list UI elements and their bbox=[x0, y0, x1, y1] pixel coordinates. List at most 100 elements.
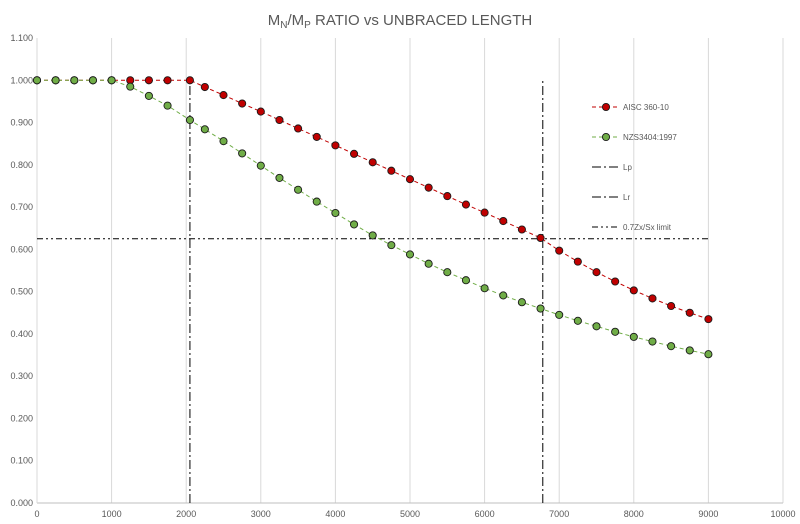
point-aisc-360-10-17 bbox=[349, 149, 359, 158]
legend-label-lr: Lr bbox=[623, 193, 630, 202]
legend-label-lp: Lp bbox=[623, 163, 632, 172]
point-aisc-360-10-23 bbox=[461, 200, 471, 209]
legend: AISC 360-10 NZS3404:1997 Lp Lr 0.7Zx/Sx limi… bbox=[592, 102, 677, 232]
legend-marker-nzs3404-1997 bbox=[601, 132, 611, 142]
title-slash-m: /M bbox=[287, 12, 304, 29]
point-nzs3404-1997-8 bbox=[185, 115, 194, 125]
point-nzs3404-1997-4 bbox=[107, 76, 116, 85]
series-line-nzs3404-1997 bbox=[37, 79, 709, 355]
y-tick-0.700: 0.700 bbox=[10, 202, 33, 212]
title-rest: RATIO vs UNBRACED LENGTH bbox=[311, 12, 532, 29]
point-nzs3404-1997-16 bbox=[331, 208, 340, 218]
data-series bbox=[32, 76, 713, 359]
point-aisc-360-10-15 bbox=[312, 132, 321, 141]
y-tick-0.500: 0.500 bbox=[10, 287, 33, 297]
point-nzs3404-1997-31 bbox=[611, 327, 620, 336]
point-nzs3404-1997-15 bbox=[312, 197, 321, 206]
point-nzs3404-1997-6 bbox=[144, 91, 153, 100]
point-aisc-360-10-20 bbox=[405, 175, 415, 184]
point-aisc-360-10-30 bbox=[592, 268, 601, 277]
point-nzs3404-1997-25 bbox=[499, 291, 508, 300]
point-aisc-360-10-28 bbox=[555, 246, 564, 255]
point-nzs3404-1997-17 bbox=[349, 220, 359, 229]
y-tick-0.200: 0.200 bbox=[10, 413, 33, 423]
point-nzs3404-1997-34 bbox=[667, 342, 676, 351]
point-aisc-360-10-35 bbox=[685, 308, 694, 317]
x-tick-4000: 4000 bbox=[325, 509, 345, 519]
point-aisc-360-10-34 bbox=[667, 301, 676, 311]
x-tick-1000: 1000 bbox=[102, 509, 122, 519]
x-tick-9000: 9000 bbox=[698, 509, 718, 519]
point-nzs3404-1997-3 bbox=[88, 76, 97, 85]
point-aisc-360-10-33 bbox=[648, 294, 657, 303]
point-nzs3404-1997-9 bbox=[200, 125, 209, 134]
legend-label-nzs3404-1997: NZS3404:1997 bbox=[623, 133, 677, 142]
series-line-aisc-360-10 bbox=[37, 79, 709, 320]
point-nzs3404-1997-19 bbox=[387, 241, 396, 250]
x-tick-labels: 0 1000 2000 3000 4000 5000 6000 7000 8000 9000 100… bbox=[34, 509, 795, 519]
y-tick-1.000: 1.000 bbox=[10, 75, 33, 85]
point-nzs3404-1997-21 bbox=[424, 259, 433, 268]
point-aisc-360-10-25 bbox=[499, 216, 508, 226]
point-nzs3404-1997-33 bbox=[648, 337, 657, 346]
point-nzs3404-1997-14 bbox=[294, 185, 303, 194]
svg-text:MN/MP RATIO vs UNBRACED LENGTH: MN/MP RATIO vs UNBRACED LENGTH bbox=[268, 12, 533, 31]
point-nzs3404-1997-29 bbox=[573, 316, 582, 325]
point-nzs3404-1997-1 bbox=[51, 76, 60, 85]
point-nzs3404-1997-22 bbox=[443, 268, 452, 277]
point-aisc-360-10-16 bbox=[331, 141, 340, 150]
point-aisc-360-10-29 bbox=[573, 257, 582, 266]
y-tick-0.600: 0.600 bbox=[10, 244, 33, 254]
reference-lines bbox=[37, 80, 709, 503]
point-nzs3404-1997-32 bbox=[629, 332, 638, 341]
point-aisc-360-10-7 bbox=[163, 76, 172, 85]
point-aisc-360-10-27 bbox=[536, 233, 545, 242]
y-tick-0.100: 0.100 bbox=[10, 456, 33, 466]
point-aisc-360-10-6 bbox=[144, 76, 153, 85]
y-tick-0.400: 0.400 bbox=[10, 329, 33, 339]
x-axis bbox=[36, 38, 783, 504]
point-nzs3404-1997-26 bbox=[517, 298, 526, 307]
point-aisc-360-10-13 bbox=[275, 115, 284, 125]
title-sub-n: N bbox=[280, 20, 287, 31]
point-aisc-360-10-26 bbox=[517, 225, 526, 234]
point-nzs3404-1997-11 bbox=[238, 149, 247, 158]
y-tick-1.100: 1.100 bbox=[10, 33, 33, 43]
point-aisc-360-10-36 bbox=[704, 315, 713, 324]
y-tick-labels: 0.000 0.100 0.200 0.300 0.400 0.500 0.600 0.700… bbox=[10, 33, 33, 508]
point-aisc-360-10-14 bbox=[294, 124, 303, 133]
y-tick-0.900: 0.900 bbox=[10, 118, 33, 128]
legend-marker-aisc-360-10 bbox=[601, 102, 611, 112]
x-tick-6000: 6000 bbox=[475, 509, 495, 519]
x-tick-3000: 3000 bbox=[251, 509, 271, 519]
legend-label-0-7zx-sx-limit: 0.7Zx/Sx limit bbox=[623, 223, 672, 232]
x-tick-7000: 7000 bbox=[549, 509, 569, 519]
point-aisc-360-10-10 bbox=[219, 91, 228, 100]
point-nzs3404-1997-27 bbox=[536, 304, 545, 313]
point-nzs3404-1997-24 bbox=[480, 284, 489, 293]
point-aisc-360-10-18 bbox=[368, 158, 377, 167]
point-aisc-360-10-12 bbox=[256, 107, 265, 116]
title-m: M bbox=[268, 12, 281, 29]
y-tick-0.800: 0.800 bbox=[10, 160, 33, 170]
title-sub-p: P bbox=[304, 20, 311, 31]
point-nzs3404-1997-13 bbox=[275, 173, 284, 182]
point-nzs3404-1997-35 bbox=[685, 346, 694, 355]
point-aisc-360-10-22 bbox=[443, 192, 452, 201]
point-nzs3404-1997-36 bbox=[704, 350, 713, 359]
point-aisc-360-10-24 bbox=[480, 208, 489, 217]
point-nzs3404-1997-10 bbox=[219, 137, 228, 146]
point-nzs3404-1997-30 bbox=[592, 322, 601, 331]
point-aisc-360-10-21 bbox=[424, 183, 433, 192]
point-nzs3404-1997-28 bbox=[555, 310, 564, 319]
gridlines bbox=[111, 38, 784, 503]
point-aisc-360-10-11 bbox=[238, 99, 247, 108]
point-nzs3404-1997-0 bbox=[32, 76, 42, 85]
legend-label-aisc-360-10: AISC 360-10 bbox=[623, 103, 669, 112]
point-nzs3404-1997-7 bbox=[163, 101, 172, 110]
point-aisc-360-10-31 bbox=[611, 277, 620, 286]
point-nzs3404-1997-18 bbox=[368, 231, 377, 240]
point-aisc-360-10-32 bbox=[629, 286, 638, 295]
x-tick-2000: 2000 bbox=[176, 509, 196, 519]
